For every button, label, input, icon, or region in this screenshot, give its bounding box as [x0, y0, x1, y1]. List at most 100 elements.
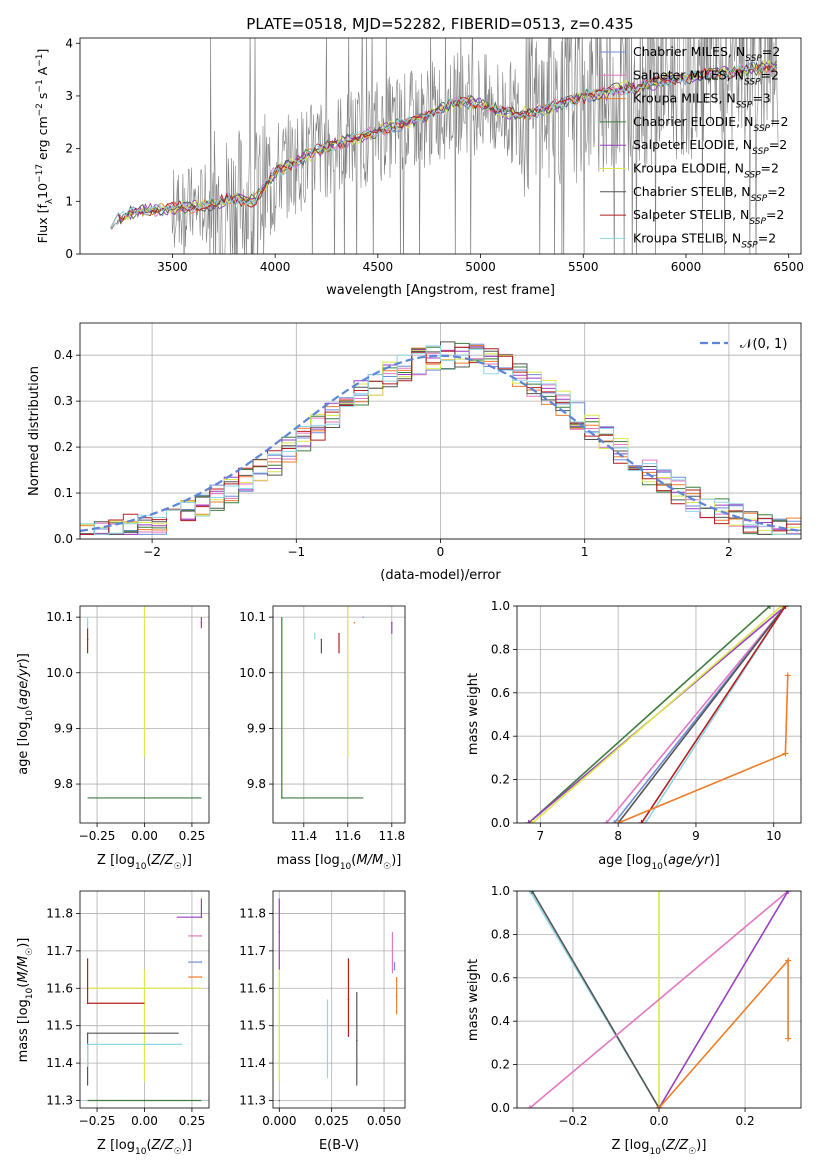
y-tick-label: 0: [65, 247, 73, 261]
y-tick-label: 11.3: [46, 1094, 73, 1108]
marker: [785, 957, 792, 964]
panel-mass-weight-vs-Z: −0.2 0.0 0.2 0.0 0.2 0.4 0.6 0.8 1.0 Z [log10(Z/Z…: [466, 884, 802, 1157]
x-tick-label: 5000: [465, 260, 496, 274]
marker: [638, 820, 645, 823]
point: [314, 633, 316, 635]
spectrum-xlabel: wavelength [Angstrom, rest frame]: [326, 283, 555, 298]
point: [143, 1099, 146, 1102]
y-tick-label: 0.0: [491, 816, 510, 830]
y-tick-label: 10.0: [239, 666, 266, 680]
weight-line-kroupa-elodie: [529, 606, 785, 823]
panel-age-vs-Z: −0.25 0.00 0.25 9.8 9.9 10.0 10.1 Z [log10(Z/Z☉…: [16, 572, 210, 872]
model-line-salpeter-stelib: [110, 63, 777, 228]
legend-label-chabrier-miles: Chabrier MILES, NSSP=2: [633, 44, 780, 64]
x-tick-label: 9: [692, 829, 700, 843]
point: [144, 575, 146, 577]
errorbar-chabrier-elodie: [281, 617, 364, 799]
axes-frame: [79, 890, 210, 1109]
errorbar-chabrier-miles: [88, 575, 202, 577]
spectrum-ylabel: Flux [fλ10−17 erg cm−2 s−1 A−1]: [35, 49, 55, 244]
marker: [611, 820, 618, 823]
marker: [526, 1105, 533, 1108]
legend-label-kroupa-elodie: Kroupa ELODIE, NSSP=2: [633, 161, 779, 181]
x-tick-label: 6500: [773, 260, 804, 274]
point: [197, 572, 199, 574]
weight-line-salpeter-elodie: [656, 891, 792, 1108]
marker: [642, 820, 649, 823]
x-tick-label: 0.0: [649, 1114, 668, 1128]
plot-area-mass-weight-vs-age: [525, 606, 791, 823]
mass-weight-vs-Z-xlabel: Z [log10(Z/Z☉)]: [612, 1138, 707, 1157]
y-tick-label: 11.6: [46, 981, 73, 995]
x-tick-label: 11.6: [334, 829, 361, 843]
x-tick-label: 11.8: [378, 829, 405, 843]
x-tick-label: 0.25: [179, 829, 206, 843]
point: [281, 797, 283, 799]
errorbar-chabrier-stelib: [320, 638, 323, 654]
errorbar-kroupa-miles: [353, 621, 356, 624]
y-tick-label: 11.7: [239, 944, 266, 958]
y-tick-label: 0.3: [54, 394, 73, 408]
mass-vs-EBV-xlabel: E(B-V): [319, 1138, 359, 1153]
plot-area-residuals: [80, 341, 801, 535]
line: [640, 606, 787, 823]
x-tick-label: 8: [614, 829, 622, 843]
legend-label-chabrier-stelib: Chabrier STELIB, NSSP=2: [633, 184, 786, 204]
weight-line-kroupa-stelib: [642, 606, 789, 823]
point: [356, 1039, 358, 1042]
point: [391, 950, 394, 952]
x-tick-label: 1: [581, 545, 589, 559]
x-tick-label: 11.4: [290, 829, 317, 843]
y-tick-label: 2: [65, 142, 73, 156]
point: [278, 1099, 281, 1102]
errorbar-chabrier-elodie: [87, 797, 202, 799]
errorbar-kroupa-miles: [188, 976, 203, 978]
y-tick-label: 1.0: [491, 884, 510, 898]
point: [393, 968, 396, 971]
weight-line-chabrier-stelib: [529, 891, 662, 1108]
panel-age-vs-mass: 11.4 11.6 11.8 9.8 9.9 10.0 10.1 mass [log10(M/…: [239, 605, 406, 872]
y-tick-label: 11.5: [239, 1019, 266, 1033]
legend-label-chabrier-elodie: Chabrier ELODIE, NSSP=2: [633, 114, 788, 134]
errorbar-chabrier-miles: [393, 962, 396, 971]
point: [278, 931, 281, 933]
x-tick-label: 6000: [671, 260, 702, 274]
marker: [784, 672, 791, 679]
errorbar-kroupa-elodie: [87, 969, 202, 1082]
errorbar-salpeter-stelib: [347, 958, 350, 1037]
y-tick-label: 0.2: [54, 440, 73, 454]
x-tick-label: 0.00: [131, 1114, 158, 1128]
axes-frame: [516, 890, 802, 1109]
point: [143, 797, 146, 799]
line: [617, 675, 789, 823]
observed-spectrum: [110, 38, 779, 254]
y-tick-label: 4: [65, 36, 73, 50]
point: [86, 1043, 89, 1046]
plot-area-spectrum: [110, 38, 779, 254]
spectrum-legend: Chabrier MILES, NSSP=2 Salpeter MILES, NS…: [600, 44, 788, 250]
age-vs-mass-xlabel: mass [log10(M/M☉)]: [277, 853, 402, 872]
age-vs-Z-xlabel: Z [log10(Z/Z☉)]: [97, 853, 192, 872]
axes-frame: [272, 605, 406, 824]
x-tick-label: 0.2: [736, 1114, 755, 1128]
errorbar-kroupa-stelib: [314, 633, 316, 640]
y-tick-label: 0.4: [54, 348, 73, 362]
weight-line-kroupa-miles: [615, 672, 791, 823]
errorbar-salpeter-elodie: [200, 617, 203, 629]
point: [200, 961, 203, 963]
line: [605, 606, 787, 823]
x-tick-label: −0.25: [79, 1114, 116, 1128]
histogram-kroupa-elodie: [80, 350, 801, 535]
histogram-kroupa-stelib: [80, 345, 801, 535]
legend-label-salpeter-stelib: Salpeter STELIB, NSSP=2: [633, 207, 784, 227]
marker: [656, 1105, 662, 1108]
point: [326, 1036, 329, 1038]
marker: [525, 820, 532, 823]
y-tick-label: 10.0: [46, 666, 73, 680]
y-tick-label: 11.6: [239, 981, 266, 995]
marker: [529, 820, 536, 823]
x-tick-label: 7: [537, 829, 545, 843]
y-tick-label: 11.7: [46, 944, 73, 958]
mass-weight-vs-Z-ylabel: mass weight: [466, 959, 481, 1041]
